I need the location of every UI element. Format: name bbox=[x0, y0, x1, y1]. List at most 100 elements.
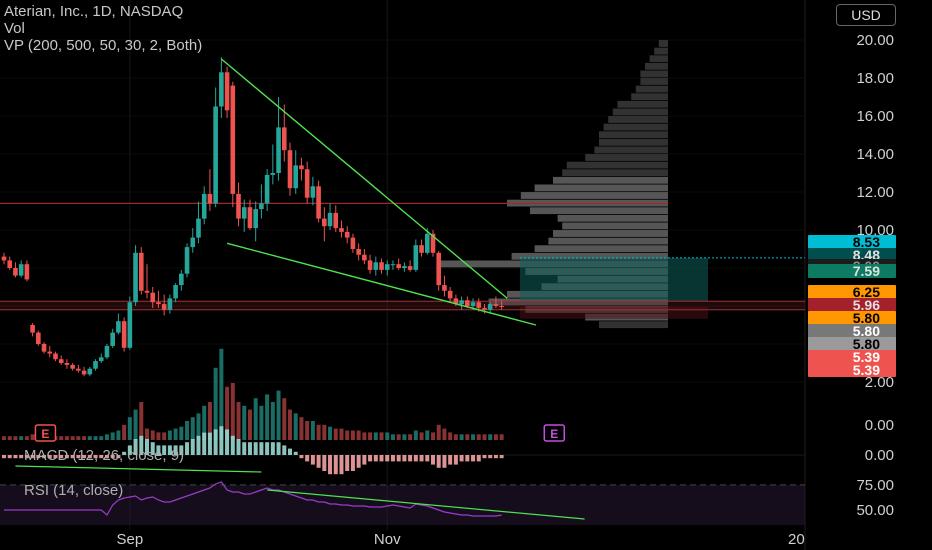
candle[interactable] bbox=[259, 184, 264, 219]
candle[interactable] bbox=[362, 249, 367, 265]
candle[interactable] bbox=[379, 258, 384, 274]
candle[interactable] bbox=[219, 57, 224, 118]
candle[interactable] bbox=[384, 260, 390, 276]
volume-legend[interactable]: Vol bbox=[4, 20, 25, 37]
candle[interactable] bbox=[287, 142, 293, 196]
candle[interactable] bbox=[64, 359, 70, 369]
symbol-title[interactable]: Aterian, Inc., 1D, NASDAQ bbox=[4, 3, 184, 20]
upper-trendline[interactable] bbox=[220, 58, 508, 299]
candle[interactable] bbox=[110, 328, 115, 348]
rsi-legend[interactable]: RSI (14, close) bbox=[24, 482, 124, 499]
candle[interactable] bbox=[104, 344, 110, 360]
candle[interactable] bbox=[465, 296, 470, 308]
candle[interactable] bbox=[161, 294, 167, 316]
candle[interactable] bbox=[179, 269, 184, 291]
candle[interactable] bbox=[299, 157, 304, 181]
candle[interactable] bbox=[30, 323, 35, 337]
candle[interactable] bbox=[213, 87, 218, 208]
candle[interactable] bbox=[58, 355, 64, 365]
candle[interactable] bbox=[93, 359, 98, 371]
candle[interactable] bbox=[253, 201, 258, 242]
candle[interactable] bbox=[316, 180, 321, 223]
candle[interactable] bbox=[247, 199, 253, 230]
candle[interactable] bbox=[396, 258, 401, 270]
candle[interactable] bbox=[18, 260, 24, 278]
candle[interactable] bbox=[367, 254, 373, 274]
candle[interactable] bbox=[442, 275, 447, 297]
candle[interactable] bbox=[373, 256, 379, 276]
candle[interactable] bbox=[24, 260, 30, 282]
candle[interactable] bbox=[402, 262, 407, 272]
candle[interactable] bbox=[304, 161, 310, 204]
macd-histogram-bar bbox=[390, 455, 395, 462]
candle[interactable] bbox=[167, 294, 173, 314]
candle[interactable] bbox=[350, 233, 356, 253]
candle[interactable] bbox=[344, 226, 350, 244]
candle[interactable] bbox=[276, 97, 281, 181]
candle[interactable] bbox=[121, 317, 127, 352]
candle[interactable] bbox=[47, 345, 53, 358]
candle[interactable] bbox=[281, 104, 287, 162]
candle[interactable] bbox=[224, 66, 230, 118]
candle[interactable] bbox=[53, 351, 58, 362]
lower-trendline[interactable] bbox=[226, 242, 537, 326]
currency-button[interactable]: USD bbox=[836, 4, 896, 26]
candle[interactable] bbox=[70, 363, 75, 371]
candle[interactable] bbox=[264, 169, 270, 211]
candle[interactable] bbox=[424, 228, 430, 255]
candle[interactable] bbox=[499, 300, 504, 310]
candle[interactable] bbox=[293, 150, 299, 194]
candle[interactable] bbox=[430, 230, 436, 257]
candle[interactable] bbox=[81, 366, 87, 377]
candle[interactable] bbox=[184, 243, 190, 278]
candle[interactable] bbox=[419, 239, 424, 257]
candle[interactable] bbox=[98, 353, 104, 364]
candle[interactable] bbox=[207, 169, 213, 211]
candle[interactable] bbox=[333, 205, 339, 232]
candle[interactable] bbox=[327, 203, 333, 230]
candle[interactable] bbox=[144, 264, 150, 299]
candle[interactable] bbox=[173, 283, 178, 303]
candle[interactable] bbox=[1, 252, 7, 265]
candle[interactable] bbox=[339, 220, 344, 238]
candle[interactable] bbox=[41, 342, 47, 354]
candle[interactable] bbox=[493, 296, 499, 308]
candle[interactable] bbox=[459, 296, 464, 310]
candle[interactable] bbox=[322, 207, 327, 242]
volume-profile-legend[interactable]: VP (200, 500, 50, 30, 2, Both) bbox=[4, 37, 203, 54]
macd-legend[interactable]: MACD (12, 26, close, 9) bbox=[24, 447, 185, 464]
earnings-marker[interactable]: E bbox=[34, 424, 57, 442]
candle[interactable] bbox=[127, 296, 133, 350]
candle[interactable] bbox=[390, 260, 396, 270]
candle[interactable] bbox=[7, 256, 13, 270]
trendlines[interactable] bbox=[220, 58, 537, 326]
candle[interactable] bbox=[156, 290, 161, 308]
candle-body bbox=[110, 332, 115, 346]
candle[interactable] bbox=[270, 144, 276, 185]
candle[interactable] bbox=[230, 81, 236, 208]
candle[interactable] bbox=[196, 201, 201, 244]
candle[interactable] bbox=[87, 366, 93, 377]
candle[interactable] bbox=[138, 247, 144, 295]
candle[interactable] bbox=[13, 262, 18, 278]
candle[interactable] bbox=[241, 199, 247, 232]
candle[interactable] bbox=[150, 287, 156, 308]
candle[interactable] bbox=[133, 245, 138, 306]
candle[interactable] bbox=[487, 302, 493, 314]
candle[interactable] bbox=[407, 260, 413, 272]
volume-bar bbox=[150, 430, 155, 440]
candle[interactable] bbox=[201, 186, 207, 225]
candle[interactable] bbox=[356, 243, 361, 261]
candle[interactable] bbox=[310, 176, 316, 206]
candle[interactable] bbox=[190, 228, 196, 253]
candle[interactable] bbox=[436, 250, 442, 291]
candle[interactable] bbox=[116, 313, 121, 335]
earnings-marker[interactable]: E bbox=[543, 424, 566, 442]
candle[interactable] bbox=[36, 330, 41, 346]
candle[interactable] bbox=[236, 182, 241, 227]
candle[interactable] bbox=[76, 364, 81, 373]
candle[interactable] bbox=[447, 287, 453, 303]
candle[interactable] bbox=[413, 239, 419, 272]
